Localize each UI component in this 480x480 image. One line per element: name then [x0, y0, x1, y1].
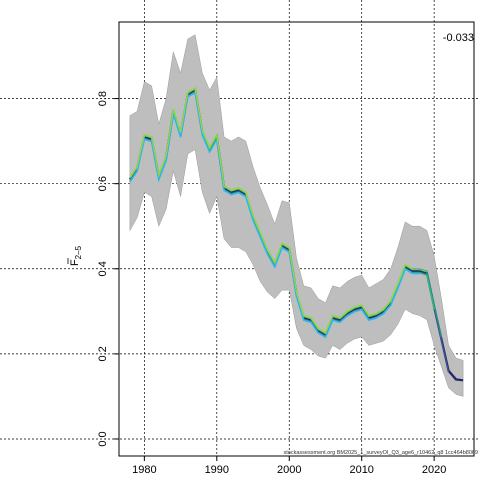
- x-tick-label: 2020: [422, 464, 446, 476]
- series-line-peel: [129, 86, 413, 334]
- confidence-band: [129, 34, 464, 397]
- y-axis-label: F2–5: [67, 245, 83, 266]
- corner-value: -0.033: [443, 32, 474, 44]
- x-tick-label: 1980: [132, 464, 156, 476]
- x-tick-label: 2010: [349, 464, 373, 476]
- y-axis-label-subscript: 2–5: [74, 245, 83, 259]
- y-tick-label: 0.4: [97, 261, 109, 276]
- axes: 1980 1990 2000 2010 2020 0.0 0.2 0.4 0.6 0.8: [97, 91, 446, 476]
- y-tick-label: 0.8: [97, 91, 109, 106]
- plot-frame: [118, 21, 475, 457]
- y-tick-label: 0.0: [97, 431, 109, 446]
- x-tick-label: 2000: [277, 464, 301, 476]
- y-tick-label: 0.6: [97, 176, 109, 191]
- x-tick-label: 1990: [205, 464, 229, 476]
- y-axis-label-main: F: [69, 259, 81, 266]
- source-label: stockassessment.org BM2025_1_surveyOI_Q3…: [284, 450, 478, 456]
- svg-text:F2–5: F2–5: [69, 245, 83, 266]
- y-tick-label: 0.2: [97, 346, 109, 361]
- confidence-band-area: [129, 34, 464, 397]
- retrospective-series: [128, 86, 464, 382]
- series-line-peel: [129, 91, 420, 339]
